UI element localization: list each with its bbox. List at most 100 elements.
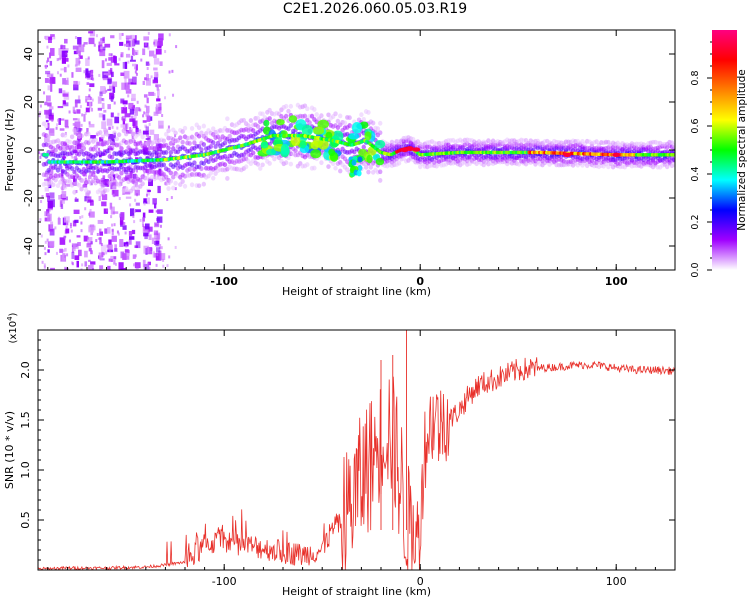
noise-cell — [125, 249, 130, 256]
ridge-halo — [267, 107, 272, 113]
noise-speckle — [140, 58, 143, 62]
noise-cell — [87, 237, 93, 245]
noise-cell — [107, 244, 113, 250]
noise-cell — [87, 264, 94, 270]
noise-speckle — [174, 187, 177, 191]
noise-cell — [157, 89, 160, 96]
top-y-tick-label: 40 — [22, 47, 35, 61]
noise-cell — [90, 241, 93, 245]
ridge-halo — [109, 146, 115, 151]
noise-speckle — [57, 118, 60, 122]
noise-cell — [145, 61, 150, 66]
ridge-halo — [105, 187, 110, 193]
noise-cell — [125, 196, 132, 199]
noise-speckle — [40, 200, 43, 204]
noise-cell — [153, 203, 157, 209]
noise-speckle — [174, 245, 177, 249]
noise-cell — [158, 38, 163, 46]
noise-speckle — [59, 73, 62, 77]
noise-cell — [73, 209, 80, 214]
noise-cell — [88, 123, 95, 128]
noise-speckle — [88, 94, 91, 98]
ridge-halo — [283, 103, 289, 109]
noise-speckle — [134, 198, 137, 202]
noise-cell — [57, 106, 64, 109]
ridge-halo — [168, 141, 174, 146]
noise-speckle — [136, 100, 139, 104]
noise-cell — [76, 128, 82, 132]
noise-speckle — [91, 98, 94, 102]
noise-cell — [114, 248, 118, 252]
ridge-halo — [361, 161, 366, 166]
noise-cell — [135, 64, 138, 71]
noise-cell — [50, 150, 55, 154]
bottom-y-multiplier-exponent: 4 — [6, 316, 14, 321]
ridge-halo — [187, 141, 192, 146]
noise-speckle — [55, 126, 58, 130]
noise-speckle — [41, 260, 44, 264]
noise-speckle — [150, 247, 153, 251]
noise-cell — [47, 85, 51, 91]
noise-cell — [73, 111, 77, 114]
noise-cell — [86, 243, 92, 248]
bottom-y-tick-label: 2.0 — [19, 361, 32, 379]
ridge-halo — [314, 112, 319, 117]
ridge-halo — [58, 172, 63, 178]
noise-cell — [65, 126, 69, 129]
colorbar-tick-label: 0.8 — [690, 70, 701, 85]
ridge-halo — [211, 126, 216, 132]
noise-cell — [75, 67, 82, 72]
noise-cell — [153, 134, 160, 141]
top-x-axis-label: Height of straight line (km) — [282, 285, 431, 298]
noise-cell — [156, 86, 159, 91]
noise-cell — [87, 175, 92, 180]
noise-cell — [114, 244, 117, 252]
noise-cell — [148, 91, 155, 96]
noise-speckle — [133, 209, 136, 213]
noise-cell — [99, 165, 103, 169]
ridge-halo — [312, 107, 317, 112]
noise-cell — [122, 253, 127, 260]
ridge-halo — [124, 169, 129, 175]
noise-cell — [101, 102, 105, 110]
noise-cell — [89, 83, 95, 88]
noise-cell — [71, 72, 74, 78]
ridge-halo — [112, 130, 117, 136]
heatmap-field — [38, 30, 675, 270]
noise-cell — [74, 100, 78, 108]
ridge-halo — [333, 165, 338, 171]
noise-cell — [146, 197, 150, 205]
noise-speckle — [117, 232, 120, 236]
noise-cell — [143, 245, 149, 254]
noise-cell — [146, 115, 151, 122]
noise-speckle — [43, 263, 46, 267]
noise-cell — [58, 195, 62, 200]
noise-cell — [158, 103, 162, 111]
noise-cell — [99, 231, 104, 236]
noise-cell — [89, 170, 95, 174]
noise-cell — [143, 94, 148, 98]
noise-speckle — [129, 203, 132, 207]
ridge-halo — [69, 166, 75, 171]
ridge-blob — [366, 154, 373, 164]
noise-speckle — [164, 50, 167, 54]
noise-cell — [90, 135, 96, 139]
noise-cell — [61, 50, 68, 58]
noise-cell — [101, 194, 108, 201]
ridge-halo — [79, 133, 84, 139]
noise-cell — [72, 118, 78, 121]
noise-speckle — [81, 215, 84, 219]
noise-speckle — [100, 242, 103, 246]
noise-speckle — [80, 123, 83, 127]
noise-speckle — [164, 96, 167, 100]
noise-cell — [62, 80, 68, 85]
noise-cell — [71, 156, 77, 159]
noise-cell — [120, 72, 125, 76]
noise-speckle — [74, 36, 77, 40]
ridge-halo — [189, 182, 195, 188]
noise-cell — [76, 46, 79, 54]
noise-speckle — [43, 265, 46, 269]
ridge-blob — [332, 130, 344, 142]
noise-speckle — [148, 266, 151, 270]
noise-speckle — [121, 32, 124, 36]
